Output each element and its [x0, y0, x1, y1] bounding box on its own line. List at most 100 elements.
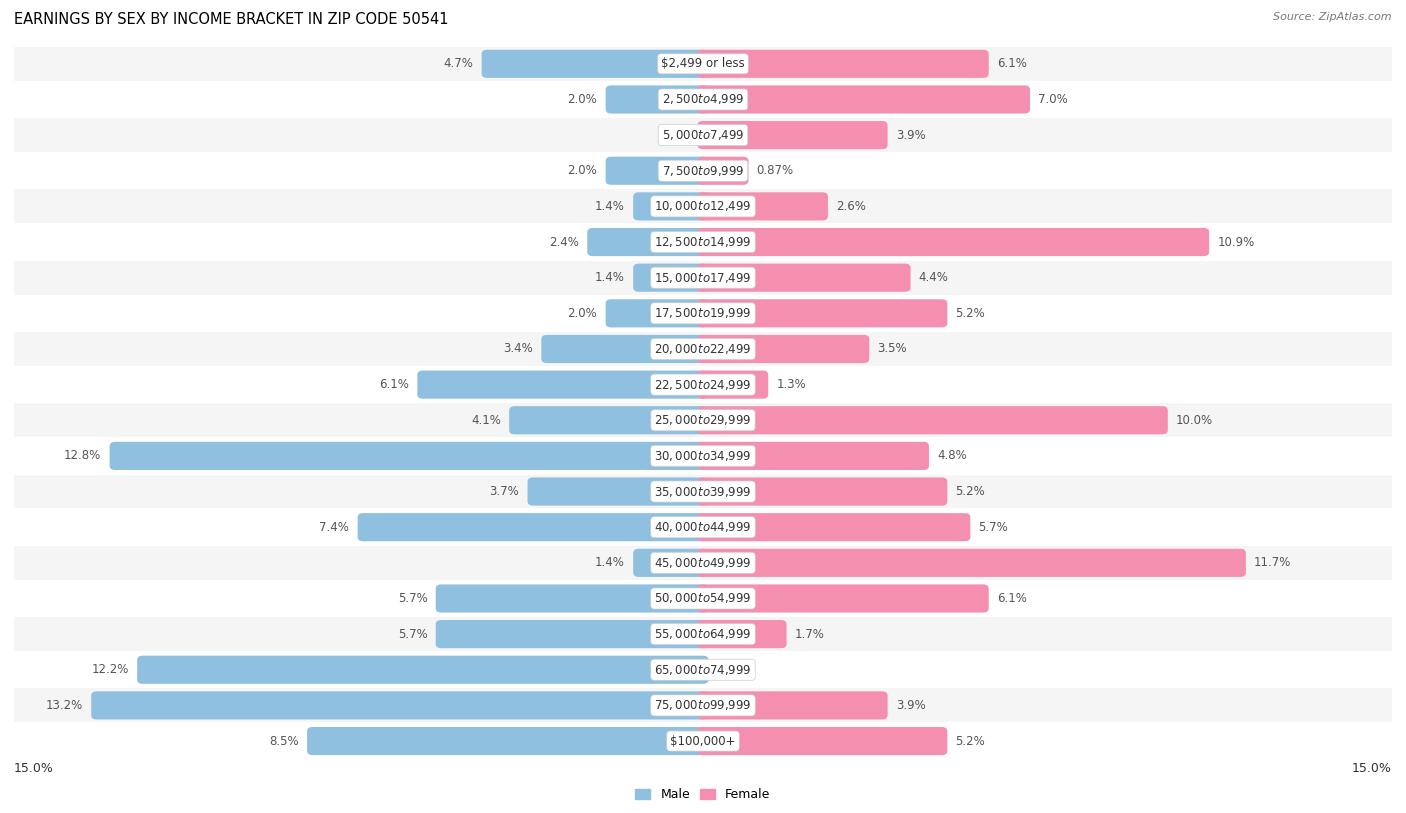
- Text: 1.4%: 1.4%: [595, 272, 624, 285]
- Text: $17,500 to $19,999: $17,500 to $19,999: [654, 307, 752, 320]
- Text: $2,500 to $4,999: $2,500 to $4,999: [662, 93, 744, 107]
- FancyBboxPatch shape: [541, 335, 709, 363]
- Text: 2.6%: 2.6%: [837, 200, 866, 213]
- Text: 0.0%: 0.0%: [664, 128, 693, 141]
- FancyBboxPatch shape: [697, 263, 911, 292]
- FancyBboxPatch shape: [110, 441, 709, 470]
- FancyBboxPatch shape: [588, 228, 709, 256]
- Bar: [14, 189, 1392, 224]
- Text: $12,500 to $14,999: $12,500 to $14,999: [654, 235, 752, 249]
- Bar: [14, 546, 1392, 580]
- FancyBboxPatch shape: [697, 585, 988, 612]
- Text: 3.9%: 3.9%: [896, 128, 925, 141]
- Text: 4.7%: 4.7%: [443, 58, 474, 70]
- FancyBboxPatch shape: [633, 549, 709, 577]
- Text: $7,500 to $9,999: $7,500 to $9,999: [662, 163, 744, 178]
- Text: 5.2%: 5.2%: [956, 485, 986, 498]
- Text: 4.4%: 4.4%: [920, 272, 949, 285]
- Text: $22,500 to $24,999: $22,500 to $24,999: [654, 377, 752, 392]
- Text: 11.7%: 11.7%: [1254, 556, 1292, 569]
- FancyBboxPatch shape: [697, 691, 887, 720]
- Text: 12.8%: 12.8%: [65, 450, 101, 463]
- FancyBboxPatch shape: [482, 50, 709, 78]
- Text: 8.5%: 8.5%: [269, 735, 299, 747]
- FancyBboxPatch shape: [697, 727, 948, 755]
- Text: 7.4%: 7.4%: [319, 520, 349, 533]
- Text: Source: ZipAtlas.com: Source: ZipAtlas.com: [1274, 12, 1392, 22]
- Text: 13.2%: 13.2%: [46, 699, 83, 712]
- Bar: [14, 118, 1392, 152]
- Bar: [14, 332, 1392, 366]
- FancyBboxPatch shape: [697, 620, 786, 648]
- Text: 6.1%: 6.1%: [997, 58, 1026, 70]
- Bar: [14, 724, 1392, 758]
- Text: EARNINGS BY SEX BY INCOME BRACKET IN ZIP CODE 50541: EARNINGS BY SEX BY INCOME BRACKET IN ZIP…: [14, 12, 449, 27]
- Text: 6.1%: 6.1%: [380, 378, 409, 391]
- FancyBboxPatch shape: [697, 406, 1168, 434]
- Bar: [14, 225, 1392, 259]
- FancyBboxPatch shape: [697, 157, 748, 185]
- Bar: [14, 83, 1392, 116]
- Text: 3.5%: 3.5%: [877, 342, 907, 355]
- FancyBboxPatch shape: [527, 477, 709, 506]
- FancyBboxPatch shape: [697, 121, 887, 150]
- FancyBboxPatch shape: [357, 513, 709, 541]
- Text: 5.7%: 5.7%: [398, 592, 427, 605]
- Text: 15.0%: 15.0%: [1353, 762, 1392, 775]
- Text: 3.7%: 3.7%: [489, 485, 519, 498]
- Text: 5.2%: 5.2%: [956, 735, 986, 747]
- Bar: [14, 511, 1392, 544]
- Text: $30,000 to $34,999: $30,000 to $34,999: [654, 449, 752, 463]
- Text: 1.3%: 1.3%: [776, 378, 806, 391]
- Text: 5.7%: 5.7%: [398, 628, 427, 641]
- Text: 6.1%: 6.1%: [997, 592, 1026, 605]
- Bar: [14, 261, 1392, 294]
- FancyBboxPatch shape: [509, 406, 709, 434]
- FancyBboxPatch shape: [697, 549, 1246, 577]
- Text: 2.0%: 2.0%: [568, 93, 598, 106]
- Text: $75,000 to $99,999: $75,000 to $99,999: [654, 698, 752, 712]
- FancyBboxPatch shape: [307, 727, 709, 755]
- Text: $15,000 to $17,499: $15,000 to $17,499: [654, 271, 752, 285]
- FancyBboxPatch shape: [633, 263, 709, 292]
- FancyBboxPatch shape: [697, 299, 948, 328]
- Text: 10.9%: 10.9%: [1218, 236, 1254, 249]
- Text: 1.4%: 1.4%: [595, 556, 624, 569]
- FancyBboxPatch shape: [91, 691, 709, 720]
- Text: 5.2%: 5.2%: [956, 307, 986, 320]
- Text: 12.2%: 12.2%: [91, 663, 129, 676]
- Bar: [14, 689, 1392, 722]
- FancyBboxPatch shape: [138, 655, 709, 684]
- Bar: [14, 439, 1392, 473]
- Text: $25,000 to $29,999: $25,000 to $29,999: [654, 413, 752, 428]
- Text: 2.0%: 2.0%: [568, 307, 598, 320]
- Text: 7.0%: 7.0%: [1038, 93, 1069, 106]
- Bar: [14, 47, 1392, 80]
- Text: $5,000 to $7,499: $5,000 to $7,499: [662, 128, 744, 142]
- Text: $35,000 to $39,999: $35,000 to $39,999: [654, 485, 752, 498]
- FancyBboxPatch shape: [436, 585, 709, 612]
- Text: 3.9%: 3.9%: [896, 699, 925, 712]
- Text: $100,000+: $100,000+: [671, 735, 735, 747]
- FancyBboxPatch shape: [633, 193, 709, 220]
- Text: $20,000 to $22,499: $20,000 to $22,499: [654, 342, 752, 356]
- Text: $55,000 to $64,999: $55,000 to $64,999: [654, 627, 752, 641]
- FancyBboxPatch shape: [697, 441, 929, 470]
- Text: $40,000 to $44,999: $40,000 to $44,999: [654, 520, 752, 534]
- Legend: Male, Female: Male, Female: [636, 789, 770, 802]
- Bar: [14, 617, 1392, 651]
- FancyBboxPatch shape: [418, 371, 709, 398]
- Text: 15.0%: 15.0%: [14, 762, 53, 775]
- FancyBboxPatch shape: [606, 85, 709, 114]
- Text: 2.0%: 2.0%: [568, 164, 598, 177]
- FancyBboxPatch shape: [697, 193, 828, 220]
- Bar: [14, 475, 1392, 508]
- Text: 1.4%: 1.4%: [595, 200, 624, 213]
- FancyBboxPatch shape: [697, 50, 988, 78]
- Text: 3.4%: 3.4%: [503, 342, 533, 355]
- Bar: [14, 154, 1392, 188]
- Text: 0.87%: 0.87%: [756, 164, 794, 177]
- Bar: [14, 653, 1392, 687]
- FancyBboxPatch shape: [697, 477, 948, 506]
- Text: 1.7%: 1.7%: [794, 628, 825, 641]
